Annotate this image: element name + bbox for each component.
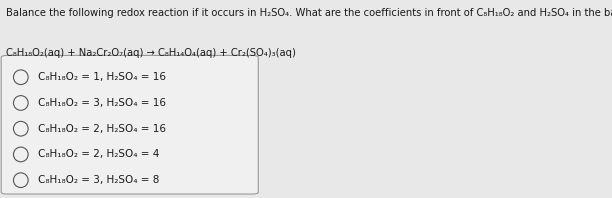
Ellipse shape [13,121,28,136]
Text: C₈H₁₈O₂(aq) + Na₂Cr₂O₇(aq) → C₈H₁₄O₄(aq) + Cr₂(SO₄)₃(aq): C₈H₁₈O₂(aq) + Na₂Cr₂O₇(aq) → C₈H₁₄O₄(aq)… [6,48,296,58]
Ellipse shape [13,70,28,85]
FancyBboxPatch shape [1,55,258,194]
Text: Balance the following redox reaction if it occurs in H₂SO₄. What are the coeffic: Balance the following redox reaction if … [6,8,612,18]
Text: C₈H₁₈O₂ = 2, H₂SO₄ = 16: C₈H₁₈O₂ = 2, H₂SO₄ = 16 [38,124,166,134]
Text: C₈H₁₈O₂ = 1, H₂SO₄ = 16: C₈H₁₈O₂ = 1, H₂SO₄ = 16 [38,72,166,82]
Ellipse shape [13,173,28,188]
Text: C₈H₁₈O₂ = 3, H₂SO₄ = 16: C₈H₁₈O₂ = 3, H₂SO₄ = 16 [38,98,166,108]
Ellipse shape [13,147,28,162]
Text: C₈H₁₈O₂ = 2, H₂SO₄ = 4: C₈H₁₈O₂ = 2, H₂SO₄ = 4 [38,149,159,159]
Ellipse shape [13,96,28,110]
Text: C₈H₁₈O₂ = 3, H₂SO₄ = 8: C₈H₁₈O₂ = 3, H₂SO₄ = 8 [38,175,159,185]
